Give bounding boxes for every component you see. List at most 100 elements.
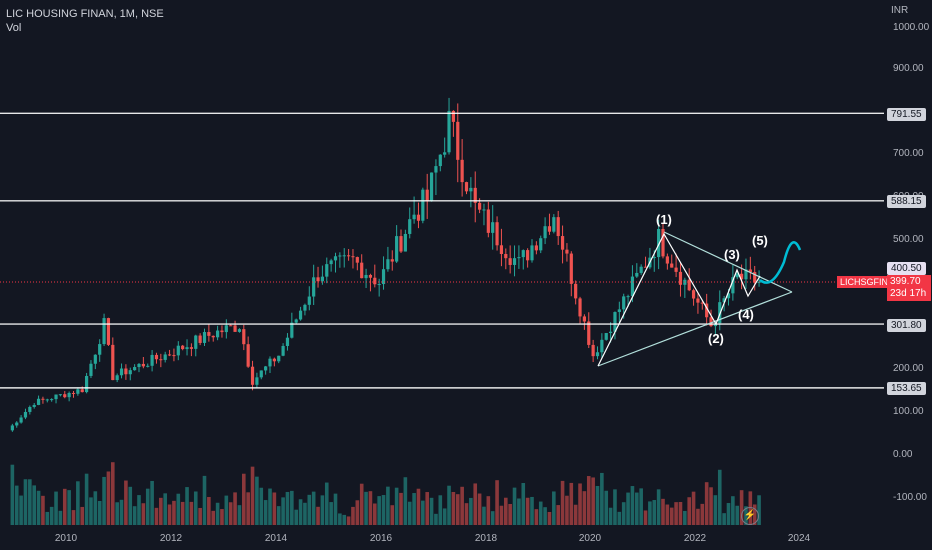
level-label[interactable]: 153.65: [887, 382, 926, 395]
volume-bar: [429, 497, 434, 525]
candle-body: [460, 159, 464, 183]
volume-bar: [512, 487, 517, 525]
volume-bar: [565, 495, 569, 525]
volume-bar: [163, 493, 167, 525]
symbol-line[interactable]: LIC HOUSING FINAN, 1M, NSE: [6, 8, 164, 20]
volume-bar: [717, 469, 722, 525]
wave-label-4[interactable]: (4): [738, 307, 754, 322]
candle-body: [530, 245, 534, 261]
bar-countdown: 23d 17h: [890, 288, 927, 299]
wave-label-1[interactable]: (1): [656, 212, 672, 227]
candle-body: [290, 322, 294, 338]
volume-bar: [71, 510, 76, 525]
candle-body: [207, 332, 211, 336]
volume-bar: [600, 472, 604, 525]
price-tick: 500.00: [893, 234, 924, 245]
candle-body: [691, 290, 696, 299]
volume-bar: [320, 495, 325, 525]
candle-body: [71, 392, 76, 394]
volume-bar: [381, 495, 386, 525]
level-label[interactable]: 588.15: [887, 195, 926, 208]
candle-body: [565, 249, 569, 254]
volume-bar: [346, 516, 351, 525]
candle-body: [547, 226, 552, 232]
volume-bar: [45, 511, 50, 525]
candle-body: [403, 233, 407, 252]
volume-bar: [14, 485, 19, 525]
candle-body: [687, 279, 691, 291]
volume-bar: [490, 511, 495, 525]
candle-body: [167, 354, 172, 356]
price-tick: 100.00: [893, 406, 924, 417]
volume-bar: [757, 495, 761, 525]
candle-body: [202, 332, 207, 343]
candle-body: [438, 154, 442, 167]
volume-bar: [355, 500, 360, 525]
volume-bar: [477, 493, 482, 525]
volume-bar: [303, 502, 307, 525]
volume-bars: [10, 462, 761, 525]
candle-body: [294, 319, 298, 323]
volume-bar: [359, 483, 364, 525]
candle-body: [159, 359, 163, 361]
volume-bar: [211, 510, 216, 525]
volume-bar: [23, 479, 28, 525]
volume-bar: [687, 497, 691, 525]
candle-body: [259, 370, 263, 378]
candle-body: [285, 337, 290, 346]
volume-bar: [739, 490, 744, 525]
candle-body: [36, 398, 41, 405]
candle-body: [128, 370, 132, 375]
volume-bar: [338, 513, 342, 525]
volume-bar: [434, 513, 438, 525]
candle-body: [54, 394, 58, 400]
volume-bar: [661, 498, 665, 525]
candle-body: [600, 339, 604, 353]
flash-icon[interactable]: ⚡: [741, 507, 759, 525]
candle-body: [216, 330, 220, 338]
candle-body: [443, 152, 447, 155]
candle-body: [512, 258, 517, 265]
volume-label[interactable]: Vol: [6, 22, 22, 34]
volume-bar: [106, 471, 111, 525]
candle-body: [224, 325, 228, 333]
candle-body: [429, 172, 434, 202]
wave-label-5[interactable]: (5): [752, 233, 768, 248]
candle-body: [661, 228, 665, 257]
candle-body: [735, 273, 739, 278]
candle-body: [744, 269, 748, 280]
volume-bar: [726, 503, 731, 525]
candle-body: [508, 258, 512, 265]
level-label[interactable]: 301.80: [887, 319, 926, 332]
volume-bar: [193, 491, 198, 525]
volume-bar: [281, 497, 285, 525]
candle-body: [181, 345, 185, 350]
wave-label-2[interactable]: (2): [708, 331, 724, 346]
candle-body: [76, 389, 80, 394]
candle-body: [146, 365, 150, 367]
level-label[interactable]: 400.50: [887, 262, 926, 275]
level-label[interactable]: 791.55: [887, 108, 926, 121]
volume-bar: [442, 508, 447, 525]
volume-bar: [722, 513, 726, 525]
volume-bar: [154, 507, 159, 525]
candle-body: [399, 236, 403, 252]
wave-label-3[interactable]: (3): [724, 247, 740, 262]
candle-body: [137, 363, 141, 368]
candle-body: [395, 236, 399, 262]
volume-bar: [683, 510, 687, 525]
candle-body: [58, 394, 62, 396]
candle-body: [124, 368, 128, 375]
candle-body: [425, 189, 429, 202]
volume-bar: [451, 491, 456, 525]
volume-bar: [364, 491, 368, 525]
candle-body: [351, 256, 355, 258]
volume-bar: [62, 488, 67, 525]
candle-body: [325, 264, 329, 277]
candle-body: [464, 182, 469, 192]
volume-bar: [482, 506, 486, 525]
volume-bar: [407, 501, 412, 525]
volume-bar: [237, 505, 242, 525]
candle-body: [67, 392, 71, 398]
